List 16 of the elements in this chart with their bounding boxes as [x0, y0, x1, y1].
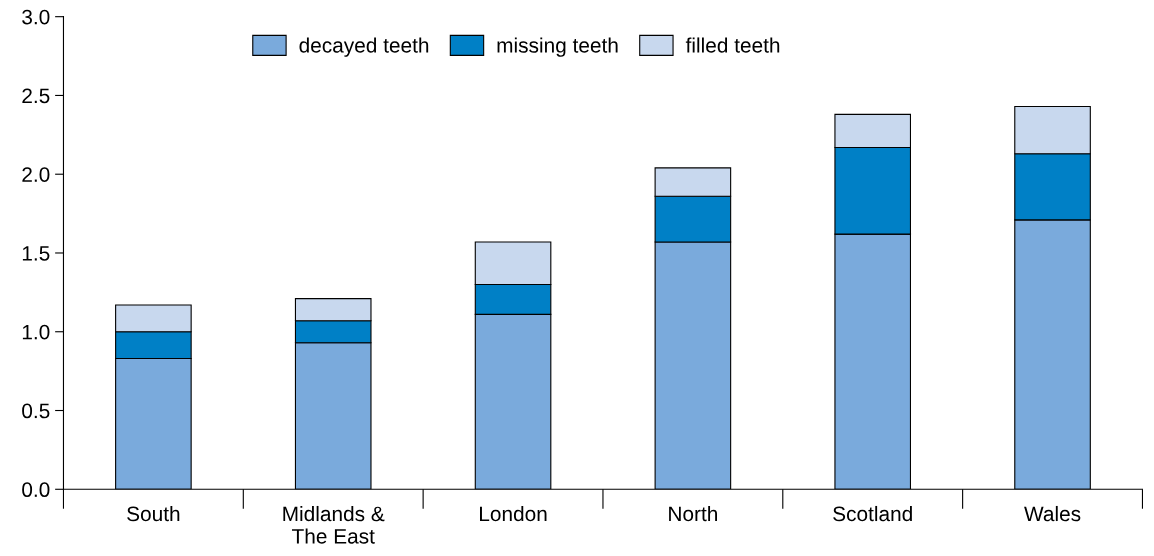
y-tick-label: 1.5 [22, 246, 50, 261]
x-tick-label: Midlands & The East [283, 505, 385, 544]
x-tick-label: Scotland [833, 505, 912, 522]
x-tick-label: South [127, 505, 180, 522]
y-tick-label: 0.0 [22, 482, 50, 498]
y-tick-label: 1.0 [22, 324, 50, 340]
x-tick-label: North [669, 505, 717, 522]
legend-label: filled teeth [685, 37, 780, 53]
legend-label: decayed teeth [299, 37, 429, 57]
legend-label: missing teeth [497, 37, 618, 57]
y-tick-label: 3.0 [22, 9, 50, 25]
y-tick-label: 0.5 [22, 403, 50, 419]
y-tick-label: 2.0 [22, 167, 50, 182]
y-tick-label: 2.5 [22, 88, 50, 104]
x-tick-label: London [480, 505, 547, 522]
x-tick-label: Wales [1024, 505, 1081, 522]
